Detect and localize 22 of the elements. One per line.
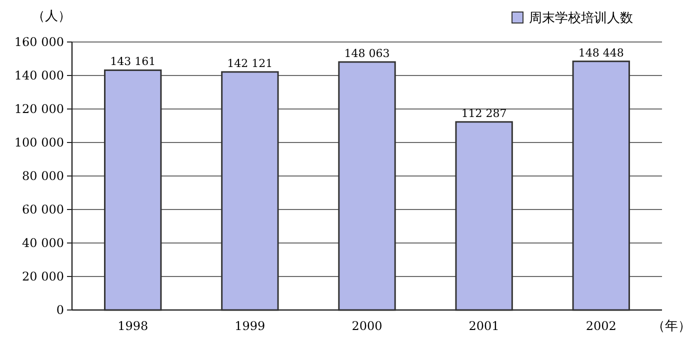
x-tick-label: 2002 (586, 319, 616, 333)
x-tick-label: 1999 (234, 319, 266, 333)
y-tick-label: 100 000 (14, 136, 64, 150)
data-label: 143 161 (110, 55, 156, 68)
y-tick-label: 160 000 (14, 35, 64, 50)
y-tick-label: 140 000 (14, 68, 64, 83)
x-tick-label: 1998 (118, 319, 148, 333)
legend-label: 周末学校培训人数 (529, 11, 633, 26)
y-axis-title: （人） (32, 9, 71, 24)
data-label: 148 063 (344, 46, 390, 60)
y-tick-label: 120 000 (14, 102, 64, 116)
y-tick-label: 0 (56, 303, 64, 318)
y-tick-label: 80 000 (22, 169, 64, 184)
y-tick-label: 20 000 (22, 270, 64, 284)
y-tick-label: 60 000 (22, 202, 64, 217)
data-label: 142 121 (227, 56, 273, 70)
y-tick-label: 40 000 (22, 236, 64, 250)
x-tick-label: 2001 (468, 319, 500, 333)
data-label: 112 287 (461, 106, 507, 120)
data-label: 148 448 (578, 46, 624, 60)
x-axis-title: （年） (652, 319, 691, 334)
x-tick-label: 2000 (352, 319, 382, 333)
